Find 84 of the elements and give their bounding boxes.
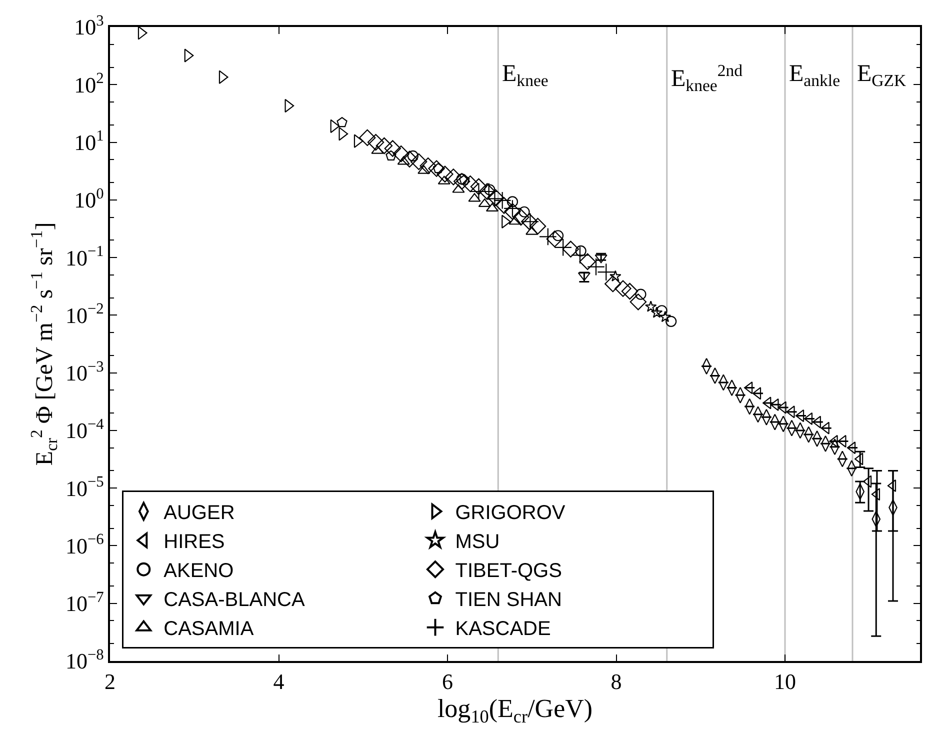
- point: [887, 479, 896, 492]
- point: [597, 263, 616, 282]
- legend-label: KASCADE: [455, 618, 551, 640]
- point: [630, 294, 647, 310]
- point: [478, 198, 491, 208]
- point: [546, 230, 564, 248]
- point: [367, 134, 384, 151]
- point: [610, 270, 622, 282]
- point: [752, 387, 762, 400]
- point: [354, 134, 364, 148]
- point: [650, 306, 663, 318]
- legend-label: CASA-BLANCA: [164, 589, 306, 612]
- point: [428, 160, 445, 177]
- point: [575, 245, 586, 257]
- point: [538, 228, 557, 246]
- point: [420, 157, 436, 174]
- point: [376, 137, 393, 154]
- point: [614, 280, 632, 297]
- point: [496, 197, 512, 214]
- point: [621, 282, 638, 300]
- point: [504, 203, 521, 220]
- point: [871, 488, 880, 501]
- x-tick-label: 4: [273, 669, 284, 694]
- point: [846, 441, 856, 454]
- point: [571, 246, 589, 264]
- point: [386, 150, 396, 161]
- point: [184, 48, 194, 62]
- x-tick-label: 8: [610, 669, 622, 694]
- point: [666, 316, 677, 327]
- point: [635, 288, 646, 300]
- legend-label: TIBET-QGS: [455, 560, 562, 582]
- y-tick-label: 10$^{0}$: [74, 185, 104, 213]
- point: [401, 150, 418, 168]
- point: [470, 178, 488, 195]
- x-tick-label: 6: [442, 669, 453, 694]
- point: [506, 196, 518, 208]
- point: [656, 305, 668, 316]
- y-tick-label: 10$^{1}$: [74, 128, 104, 155]
- point: [562, 240, 580, 258]
- point: [554, 238, 572, 256]
- legend-label: CASAMIA: [164, 618, 254, 640]
- point: [384, 140, 402, 157]
- point: [587, 258, 605, 276]
- point: [529, 218, 546, 235]
- point: [644, 300, 657, 312]
- legend-label: HIRES: [164, 531, 225, 554]
- legend-label: TIEN SHAN: [455, 589, 562, 612]
- point: [604, 275, 622, 292]
- ref-line-label: E$_{ankle}$: [789, 61, 840, 90]
- ref-line-label: E$_{knee}$: [502, 61, 548, 90]
- point: [579, 253, 596, 270]
- legend-label: GRIGOROV: [455, 502, 566, 524]
- point: [804, 412, 813, 426]
- y-tick-label: 10$^{3}$: [74, 12, 104, 40]
- point: [336, 116, 348, 128]
- y-tick-label: 10$^{−1}$: [65, 243, 104, 270]
- point: [138, 27, 148, 40]
- point: [795, 409, 804, 422]
- x-tick-label: 2: [104, 669, 116, 694]
- point: [358, 129, 376, 146]
- y-tick-label: 10$^{−6}$: [65, 531, 104, 558]
- y-tick-label: 10$^{−4}$: [65, 416, 104, 444]
- x-tick-label: 10: [774, 669, 796, 694]
- legend-label: MSU: [455, 531, 500, 554]
- legend-label: AUGER: [164, 502, 235, 524]
- point: [659, 310, 672, 322]
- y-tick-label: 10$^{2}$: [74, 70, 104, 98]
- y-tick-label: 10$^{−8}$: [65, 646, 104, 674]
- point: [512, 208, 530, 226]
- point: [453, 172, 470, 190]
- point: [862, 475, 872, 488]
- point: [462, 175, 479, 192]
- point: [445, 168, 462, 186]
- y-tick-label: 10$^{−2}$: [65, 300, 104, 328]
- y-tick-label: 10$^{−7}$: [65, 588, 104, 616]
- y-tick-label: 10$^{−5}$: [65, 474, 104, 501]
- legend-label: AKENO: [164, 560, 234, 582]
- point: [486, 202, 499, 212]
- x-axis-title: log$_{10}$(E$_{cr}$/GeV): [437, 694, 593, 727]
- point: [410, 153, 428, 170]
- point: [392, 145, 410, 162]
- ref-line-label: E$_{GZK}$: [857, 61, 906, 90]
- y-tick-label: 10$^{−3}$: [65, 358, 104, 386]
- point: [436, 166, 454, 182]
